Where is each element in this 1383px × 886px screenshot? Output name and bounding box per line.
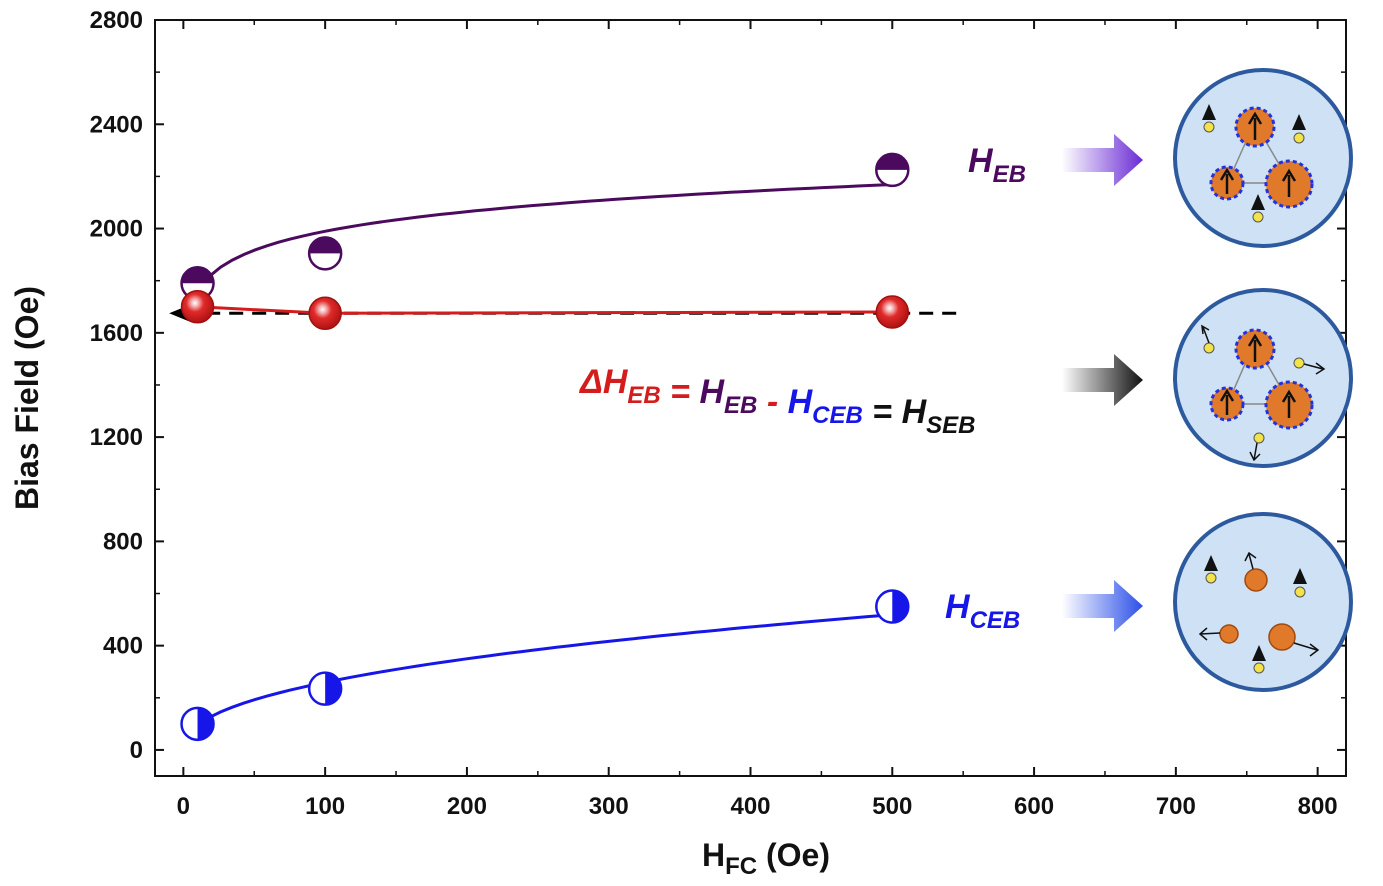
equation-term: H — [788, 383, 814, 421]
arrow-hseb — [1062, 354, 1143, 406]
data-point-H_EB — [307, 236, 343, 271]
fit-curves — [196, 183, 893, 727]
data-point-ΔH_EB — [875, 295, 910, 329]
equation-term: H — [699, 373, 725, 411]
fit-curve-H_EB — [196, 183, 893, 293]
y-tick-label: 1600 — [90, 320, 143, 347]
particle — [1219, 624, 1239, 644]
data-markers — [180, 152, 910, 742]
y-tick-label: 2000 — [90, 216, 143, 243]
equation-label: ΔHEB = HEB - HCEB = HSEB — [578, 363, 976, 439]
y-axis-title: Bias Field (Oe) — [9, 286, 45, 510]
y-axis-ticks: 0 400 800 1200 1600 2000 2400 2800 — [90, 7, 1346, 764]
heb-label: HEB — [968, 142, 1026, 188]
data-point-ΔH_EB — [180, 290, 215, 324]
equation-subscript: CEB — [812, 402, 863, 429]
schematic-heb — [1173, 68, 1353, 248]
x-axis-ticks: 0 100 200 300 400 500 600 700 800 — [177, 20, 1338, 820]
y-tick-label: 2400 — [90, 111, 143, 138]
x-axis-title: HFC (Oe) — [702, 837, 830, 880]
equation-subscript: EB — [627, 382, 660, 409]
equation-subscript: EB — [724, 392, 757, 419]
x-tick-label: 0 — [177, 793, 190, 820]
particle — [1244, 568, 1268, 592]
y-tick-label: 2800 — [90, 7, 143, 34]
y-tick-label: 400 — [103, 633, 143, 660]
x-tick-label: 100 — [305, 793, 345, 820]
x-tick-label: 200 — [447, 793, 487, 820]
y-tick-label: 800 — [103, 528, 143, 555]
fit-curve-H_CEB — [196, 613, 893, 727]
y-tick-label: 1200 — [90, 424, 143, 451]
schematic-hceb — [1173, 512, 1353, 692]
arrow-heb — [1062, 134, 1143, 186]
data-point-H_EB — [180, 266, 215, 301]
x-tick-label: 500 — [872, 793, 912, 820]
data-point-H_CEB — [875, 589, 910, 624]
x-tick-label: 600 — [1014, 793, 1054, 820]
equation-term: - — [757, 383, 787, 421]
hceb-label: HCEB — [945, 588, 1020, 634]
equation-term: H — [902, 393, 928, 431]
arrow-hceb — [1062, 580, 1143, 632]
equation-term: = — [661, 373, 700, 411]
data-point-H_CEB — [180, 706, 215, 742]
x-tick-label: 400 — [730, 793, 770, 820]
data-point-ΔH_EB — [308, 296, 342, 331]
schematic-hseb — [1173, 288, 1353, 468]
fit-curve-ΔH_EB — [197, 305, 893, 315]
x-tick-label: 700 — [1156, 793, 1196, 820]
particle — [1268, 623, 1296, 651]
data-point-H_EB — [875, 152, 910, 188]
equation-term: = — [863, 393, 902, 431]
x-tick-label: 300 — [589, 793, 629, 820]
equation-subscript: SEB — [926, 412, 975, 439]
y-tick-label: 0 — [130, 737, 143, 764]
data-point-H_CEB — [307, 671, 343, 706]
equation-term: ΔH — [578, 363, 629, 401]
x-tick-label: 800 — [1298, 793, 1338, 820]
